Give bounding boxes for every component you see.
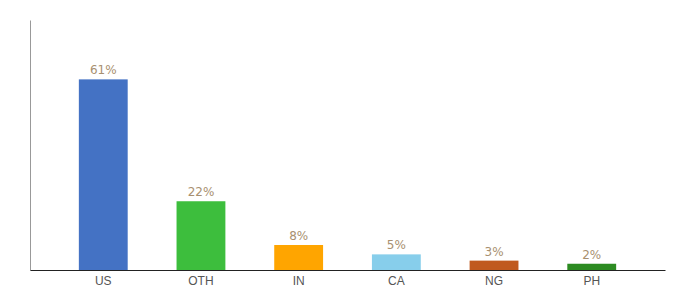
data-label: 61% (90, 63, 117, 77)
x-tick: NG (485, 274, 503, 288)
data-label: 22% (188, 185, 215, 199)
data-label: 8% (289, 229, 308, 243)
x-tick-label: NG (485, 274, 503, 288)
bar (177, 201, 226, 270)
bar (372, 254, 421, 270)
x-tick: PH (583, 274, 600, 288)
x-tick-label: PH (583, 274, 600, 288)
data-labels: 61% 22% 8% 5% 3% 2% (90, 63, 601, 261)
x-tick-label: OTH (188, 274, 213, 288)
x-axis: US OTH IN CA NG PH (31, 271, 666, 288)
bar (79, 79, 128, 270)
x-tick: CA (388, 274, 405, 288)
bar (470, 261, 519, 270)
y-axis-line (30, 21, 31, 271)
x-tick: OTH (188, 274, 213, 288)
plot: US OTH IN CA NG PH 61% 22% 8% 5% 3% 2% (31, 21, 666, 288)
x-tick: IN (293, 274, 305, 288)
x-tick-label: CA (388, 274, 405, 288)
chart: US OTH IN CA NG PH 61% 22% 8% 5% 3% 2% (0, 0, 680, 300)
y-axis (30, 21, 31, 271)
x-tick: US (95, 274, 112, 288)
x-axis-line (31, 270, 666, 271)
data-label: 2% (582, 248, 601, 262)
bar (567, 264, 616, 270)
bars (79, 79, 616, 270)
data-label: 3% (485, 245, 504, 259)
x-tick-label: US (95, 274, 112, 288)
data-label: 5% (387, 238, 406, 252)
x-tick-label: IN (293, 274, 305, 288)
bar (274, 245, 323, 270)
